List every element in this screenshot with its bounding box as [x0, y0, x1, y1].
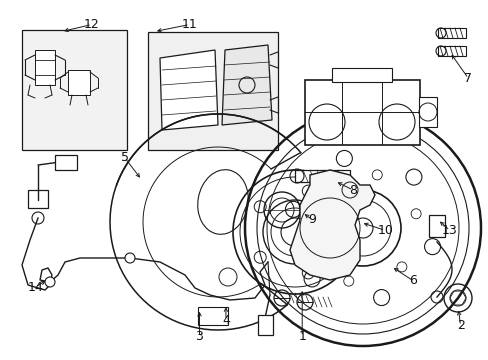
Text: 5: 5 — [121, 151, 128, 164]
Text: 9: 9 — [307, 213, 315, 226]
Text: 2: 2 — [456, 319, 464, 332]
Text: 8: 8 — [348, 184, 356, 197]
Text: 3: 3 — [195, 330, 203, 343]
Text: 11: 11 — [182, 18, 197, 31]
Bar — [55, 155, 77, 170]
Polygon shape — [289, 170, 374, 280]
Text: 12: 12 — [84, 18, 100, 31]
Polygon shape — [68, 70, 90, 95]
Text: 10: 10 — [377, 224, 392, 237]
Text: 14: 14 — [27, 281, 43, 294]
Bar — [198, 307, 227, 325]
Text: 7: 7 — [464, 72, 471, 85]
Bar — [428, 215, 444, 237]
Polygon shape — [35, 50, 55, 85]
Bar — [294, 170, 349, 182]
Text: 1: 1 — [298, 330, 305, 343]
Bar — [418, 97, 436, 127]
Bar — [437, 28, 465, 38]
Bar — [258, 315, 272, 335]
Text: 6: 6 — [408, 274, 416, 287]
Bar — [305, 80, 419, 145]
Polygon shape — [222, 45, 271, 125]
Circle shape — [45, 277, 55, 287]
Text: 13: 13 — [441, 224, 457, 237]
Polygon shape — [160, 50, 218, 130]
Bar — [22, 30, 127, 150]
Circle shape — [125, 253, 135, 263]
Bar — [437, 46, 465, 56]
Bar — [331, 68, 391, 82]
Bar — [148, 32, 278, 150]
Bar — [28, 190, 48, 208]
Circle shape — [352, 218, 372, 238]
Text: 4: 4 — [222, 314, 229, 327]
